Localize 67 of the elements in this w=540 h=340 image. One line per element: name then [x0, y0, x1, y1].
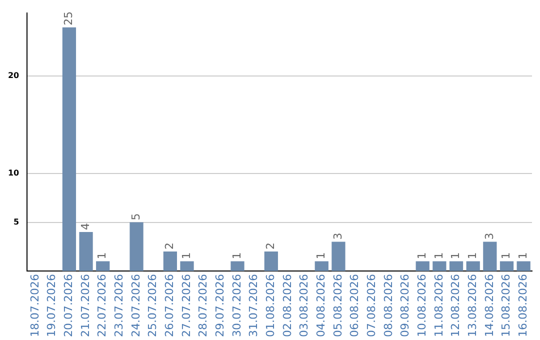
bar	[314, 261, 328, 272]
x-tick-label: 21.07.2026	[78, 274, 92, 338]
data-label: 1	[180, 252, 193, 260]
data-label: 1	[500, 252, 513, 260]
bar	[180, 261, 194, 272]
x-tick-label: 26.07.2026	[163, 274, 176, 338]
data-label: 1	[96, 252, 109, 260]
data-label: 5	[129, 213, 142, 220]
bar	[79, 232, 93, 272]
x-tick-label: 20.07.2026	[62, 274, 76, 338]
x-tick-label: 09.08.2026	[398, 274, 412, 338]
y-tick-label: 20	[8, 71, 20, 80]
x-tick-label: 27.07.2026	[180, 274, 193, 338]
y-tick-label: 10	[8, 168, 20, 178]
data-label: 2	[163, 242, 176, 250]
x-tick-label: 02.08.2026	[280, 274, 294, 338]
bar	[466, 261, 480, 272]
x-tick-label: 05.08.2026	[331, 274, 344, 338]
x-tick-label: 24.07.2026	[129, 274, 142, 338]
y-tick-label: 5	[14, 217, 20, 226]
bar	[416, 261, 430, 272]
x-tick-label: 23.07.2026	[112, 274, 126, 338]
x-tick-label: 14.08.2026	[482, 274, 496, 338]
x-tick-label: 03.08.2026	[298, 274, 311, 338]
data-label: 1	[415, 252, 428, 260]
bar	[130, 222, 144, 272]
x-tick-label: 18.07.2026	[28, 274, 42, 338]
data-label: 25	[62, 11, 76, 26]
x-tick-label: 16.08.2026	[516, 274, 530, 338]
x-tick-label: 04.08.2026	[314, 274, 328, 338]
data-label: 3	[331, 232, 344, 240]
x-tick-label: 31.07.2026	[247, 274, 260, 338]
x-tick-label: 15.08.2026	[500, 274, 513, 338]
x-tick-label: 28.07.2026	[196, 274, 210, 338]
x-tick-label: 30.07.2026	[230, 274, 244, 338]
x-tick-label: 19.07.2026	[45, 274, 58, 338]
bar	[230, 261, 244, 272]
x-tick-label: 01.08.2026	[264, 274, 278, 338]
bar	[516, 261, 530, 272]
x-tick-label: 13.08.2026	[466, 274, 479, 338]
bar	[62, 27, 76, 272]
data-label: 1	[516, 252, 530, 260]
x-tick-label: 08.08.2026	[382, 274, 395, 338]
data-label: 4	[78, 223, 92, 230]
x-tick-label: 25.07.2026	[146, 274, 160, 338]
x-tick-label: 10.08.2026	[415, 274, 428, 338]
bar	[432, 261, 446, 272]
x-tick-label: 06.08.2026	[348, 274, 362, 338]
bar	[332, 242, 346, 272]
data-label: 1	[230, 252, 244, 260]
bar	[483, 242, 497, 272]
bar	[500, 261, 514, 272]
data-label: 1	[432, 252, 446, 260]
x-tick-label: 12.08.2026	[449, 274, 462, 338]
x-tick-label: 29.07.2026	[214, 274, 227, 338]
x-tick-label: 22.07.2026	[96, 274, 109, 338]
bar	[264, 252, 278, 272]
bar	[96, 261, 110, 272]
data-label: 1	[466, 252, 479, 260]
data-label: 1	[449, 252, 462, 260]
bar	[449, 261, 464, 272]
data-label: 2	[264, 242, 278, 250]
x-tick-label: 11.08.2026	[432, 274, 446, 338]
x-tick-label: 07.08.2026	[364, 274, 378, 338]
data-label: 1	[314, 252, 328, 260]
bar	[163, 252, 177, 272]
data-label: 3	[482, 232, 496, 240]
